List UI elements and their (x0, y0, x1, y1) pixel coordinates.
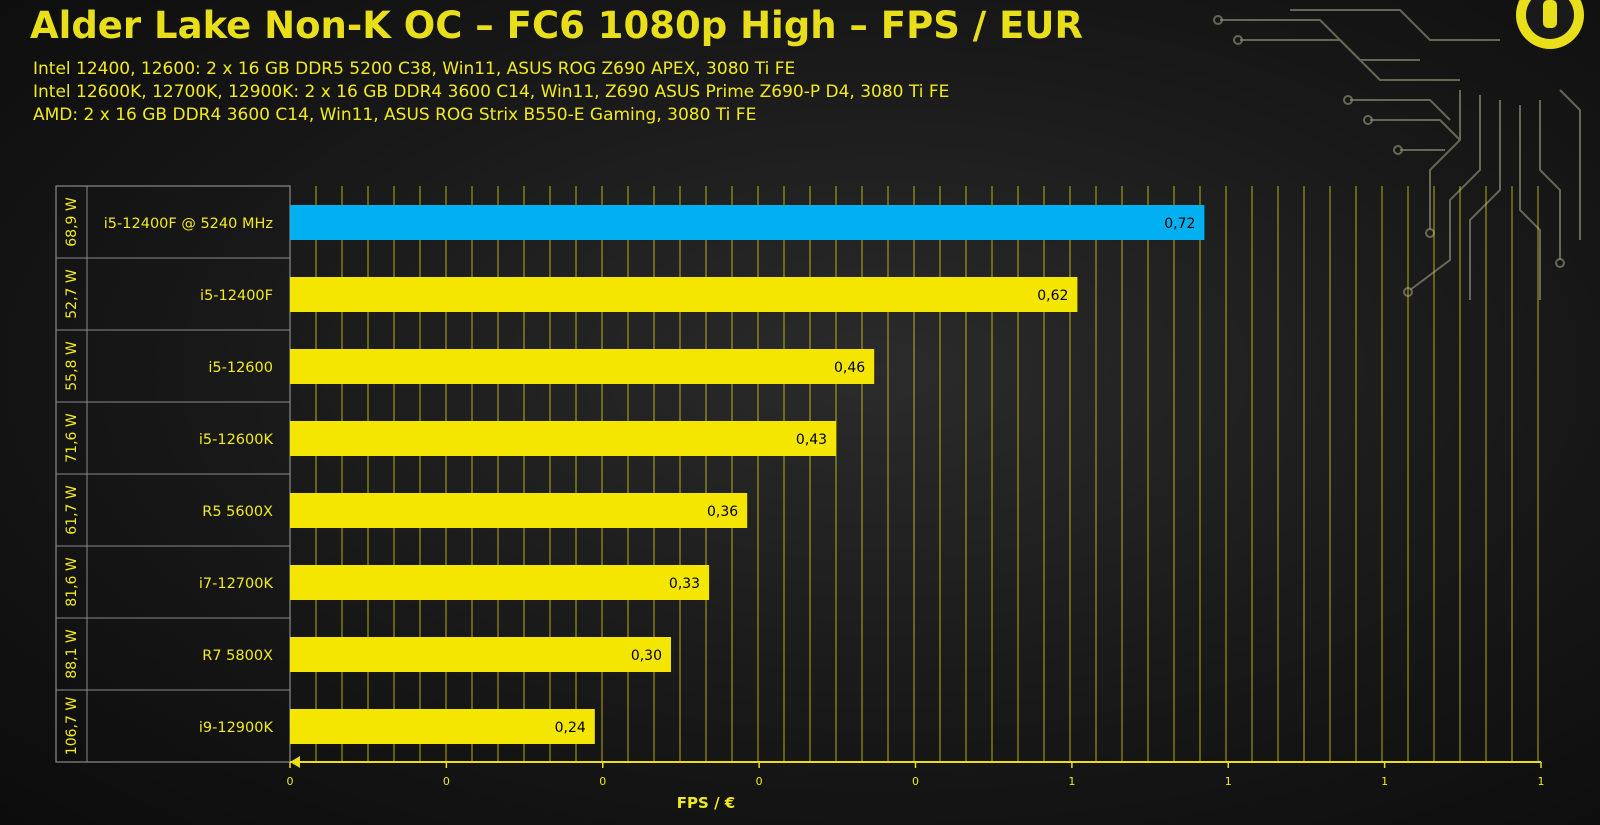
bar (290, 565, 710, 600)
bar (290, 637, 671, 672)
category-label: i5-12400F @ 5240 MHz (104, 216, 273, 232)
bar (290, 709, 595, 744)
x-tick-label: 1 (1225, 775, 1232, 788)
power-label: 71,6 W (64, 413, 80, 463)
category-label: i5-12600K (199, 432, 274, 448)
chart-title: Alder Lake Non-K OC – FC6 1080p High – F… (30, 4, 1083, 47)
subtitle-intel-ddr5: Intel 12400, 12600: 2 x 16 GB DDR5 5200 … (33, 59, 796, 79)
bar (290, 277, 1078, 312)
x-tick-label: 1 (1381, 775, 1388, 788)
value-label: 0,36 (707, 504, 738, 520)
category-label: i5-12400F (200, 288, 273, 304)
power-label: 88,1 W (64, 629, 80, 679)
x-tick-label: 1 (1068, 775, 1075, 788)
power-label: 61,7 W (64, 485, 80, 535)
x-tick-label: 0 (287, 775, 294, 788)
subtitle-amd: AMD: 2 x 16 GB DDR4 3600 C14, Win11, ASU… (33, 105, 757, 125)
bar (290, 349, 875, 384)
value-label: 0,33 (669, 576, 700, 592)
x-tick-label: 0 (756, 775, 763, 788)
bar (290, 205, 1205, 240)
value-label: 0,24 (555, 720, 586, 736)
power-label: 68,9 W (64, 197, 80, 247)
subtitle-intel-ddr4: Intel 12600K, 12700K, 12900K: 2 x 16 GB … (33, 82, 950, 102)
x-axis-label: FPS / € (677, 794, 735, 812)
value-label: 0,72 (1164, 216, 1195, 232)
bar (290, 493, 748, 528)
value-label: 0,62 (1037, 288, 1068, 304)
category-label: R5 5600X (202, 504, 273, 520)
power-label: 81,6 W (64, 557, 80, 607)
category-label: i5-12600 (208, 360, 273, 376)
value-label: 0,43 (796, 432, 827, 448)
bar (290, 421, 837, 456)
value-label: 0,30 (631, 648, 662, 664)
category-label: i9-12900K (199, 720, 274, 736)
x-tick-label: 0 (912, 775, 919, 788)
category-label: R7 5800X (202, 648, 273, 664)
x-tick-label: 0 (443, 775, 450, 788)
x-axis-arrow-icon (290, 756, 300, 768)
x-tick-label: 0 (599, 775, 606, 788)
power-label: 106,7 W (64, 697, 80, 756)
x-tick-label: 1 (1538, 775, 1545, 788)
power-label: 52,7 W (64, 269, 80, 319)
circuit-decoration-icon (1213, 0, 1584, 300)
power-label: 55,8 W (64, 341, 80, 391)
value-label: 0,46 (834, 360, 865, 376)
category-label: i7-12700K (199, 576, 274, 592)
